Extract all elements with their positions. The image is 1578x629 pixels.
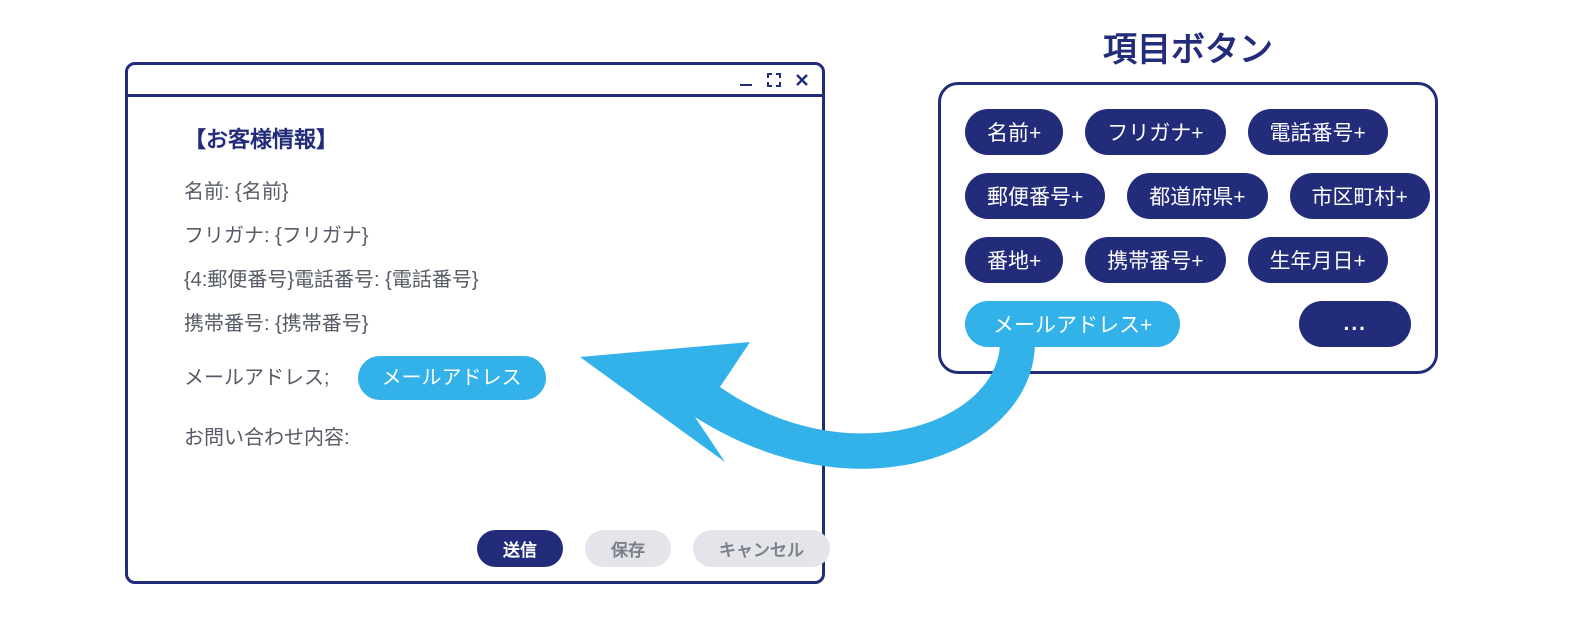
email-placeholder-pill[interactable]: メールアドレス: [358, 356, 546, 400]
field-phone[interactable]: 電話番号+: [1248, 109, 1388, 155]
email-row: メールアドレス; メールアドレス: [184, 356, 766, 400]
editor-window: 【お客様情報】 名前: {名前} フリガナ: {フリガナ} {4:郵便番号}電話…: [125, 62, 825, 584]
save-button[interactable]: 保存: [585, 530, 671, 567]
submit-button[interactable]: 送信: [477, 530, 563, 567]
line-inquiry: お問い合わせ内容:: [184, 424, 766, 452]
close-icon[interactable]: [794, 72, 810, 88]
expand-icon[interactable]: [766, 72, 782, 88]
line-furigana: フリガナ: {フリガナ}: [184, 222, 766, 250]
field-postal[interactable]: 郵便番号+: [965, 173, 1105, 219]
field-row-1: 名前+ フリガナ+ 電話番号+: [965, 109, 1411, 155]
field-furigana[interactable]: フリガナ+: [1085, 109, 1225, 155]
field-row-4: メールアドレス+ ...: [965, 301, 1411, 347]
line-mobile: 携帯番号: {携帯番号}: [184, 310, 766, 338]
field-more[interactable]: ...: [1299, 301, 1411, 347]
line-phone: {4:郵便番号}電話番号: {電話番号}: [184, 266, 766, 294]
field-buttons-panel: 名前+ フリガナ+ 電話番号+ 郵便番号+ 都道府県+ 市区町村+ 番地+ 携帯…: [938, 82, 1438, 374]
field-street[interactable]: 番地+: [965, 237, 1063, 283]
field-row-3: 番地+ 携帯番号+ 生年月日+: [965, 237, 1411, 283]
field-mobile[interactable]: 携帯番号+: [1085, 237, 1225, 283]
editor-body: 【お客様情報】 名前: {名前} フリガナ: {フリガナ} {4:郵便番号}電話…: [128, 97, 822, 452]
line-name: 名前: {名前}: [184, 178, 766, 206]
section-title: 【お客様情報】: [184, 125, 766, 156]
field-email[interactable]: メールアドレス+: [965, 301, 1180, 347]
field-row-2: 郵便番号+ 都道府県+ 市区町村+: [965, 173, 1411, 219]
editor-titlebar: [128, 65, 822, 97]
field-birthdate[interactable]: 生年月日+: [1248, 237, 1388, 283]
editor-footer: 送信 保存 キャンセル: [477, 530, 830, 567]
field-city[interactable]: 市区町村+: [1290, 173, 1430, 219]
diagram-canvas: 【お客様情報】 名前: {名前} フリガナ: {フリガナ} {4:郵便番号}電話…: [0, 0, 1578, 629]
email-label: メールアドレス;: [184, 364, 330, 392]
panel-title: 項目ボタン: [938, 22, 1438, 71]
field-prefecture[interactable]: 都道府県+: [1127, 173, 1267, 219]
field-name[interactable]: 名前+: [965, 109, 1063, 155]
minimize-icon[interactable]: [738, 72, 754, 88]
cancel-button[interactable]: キャンセル: [693, 530, 830, 567]
